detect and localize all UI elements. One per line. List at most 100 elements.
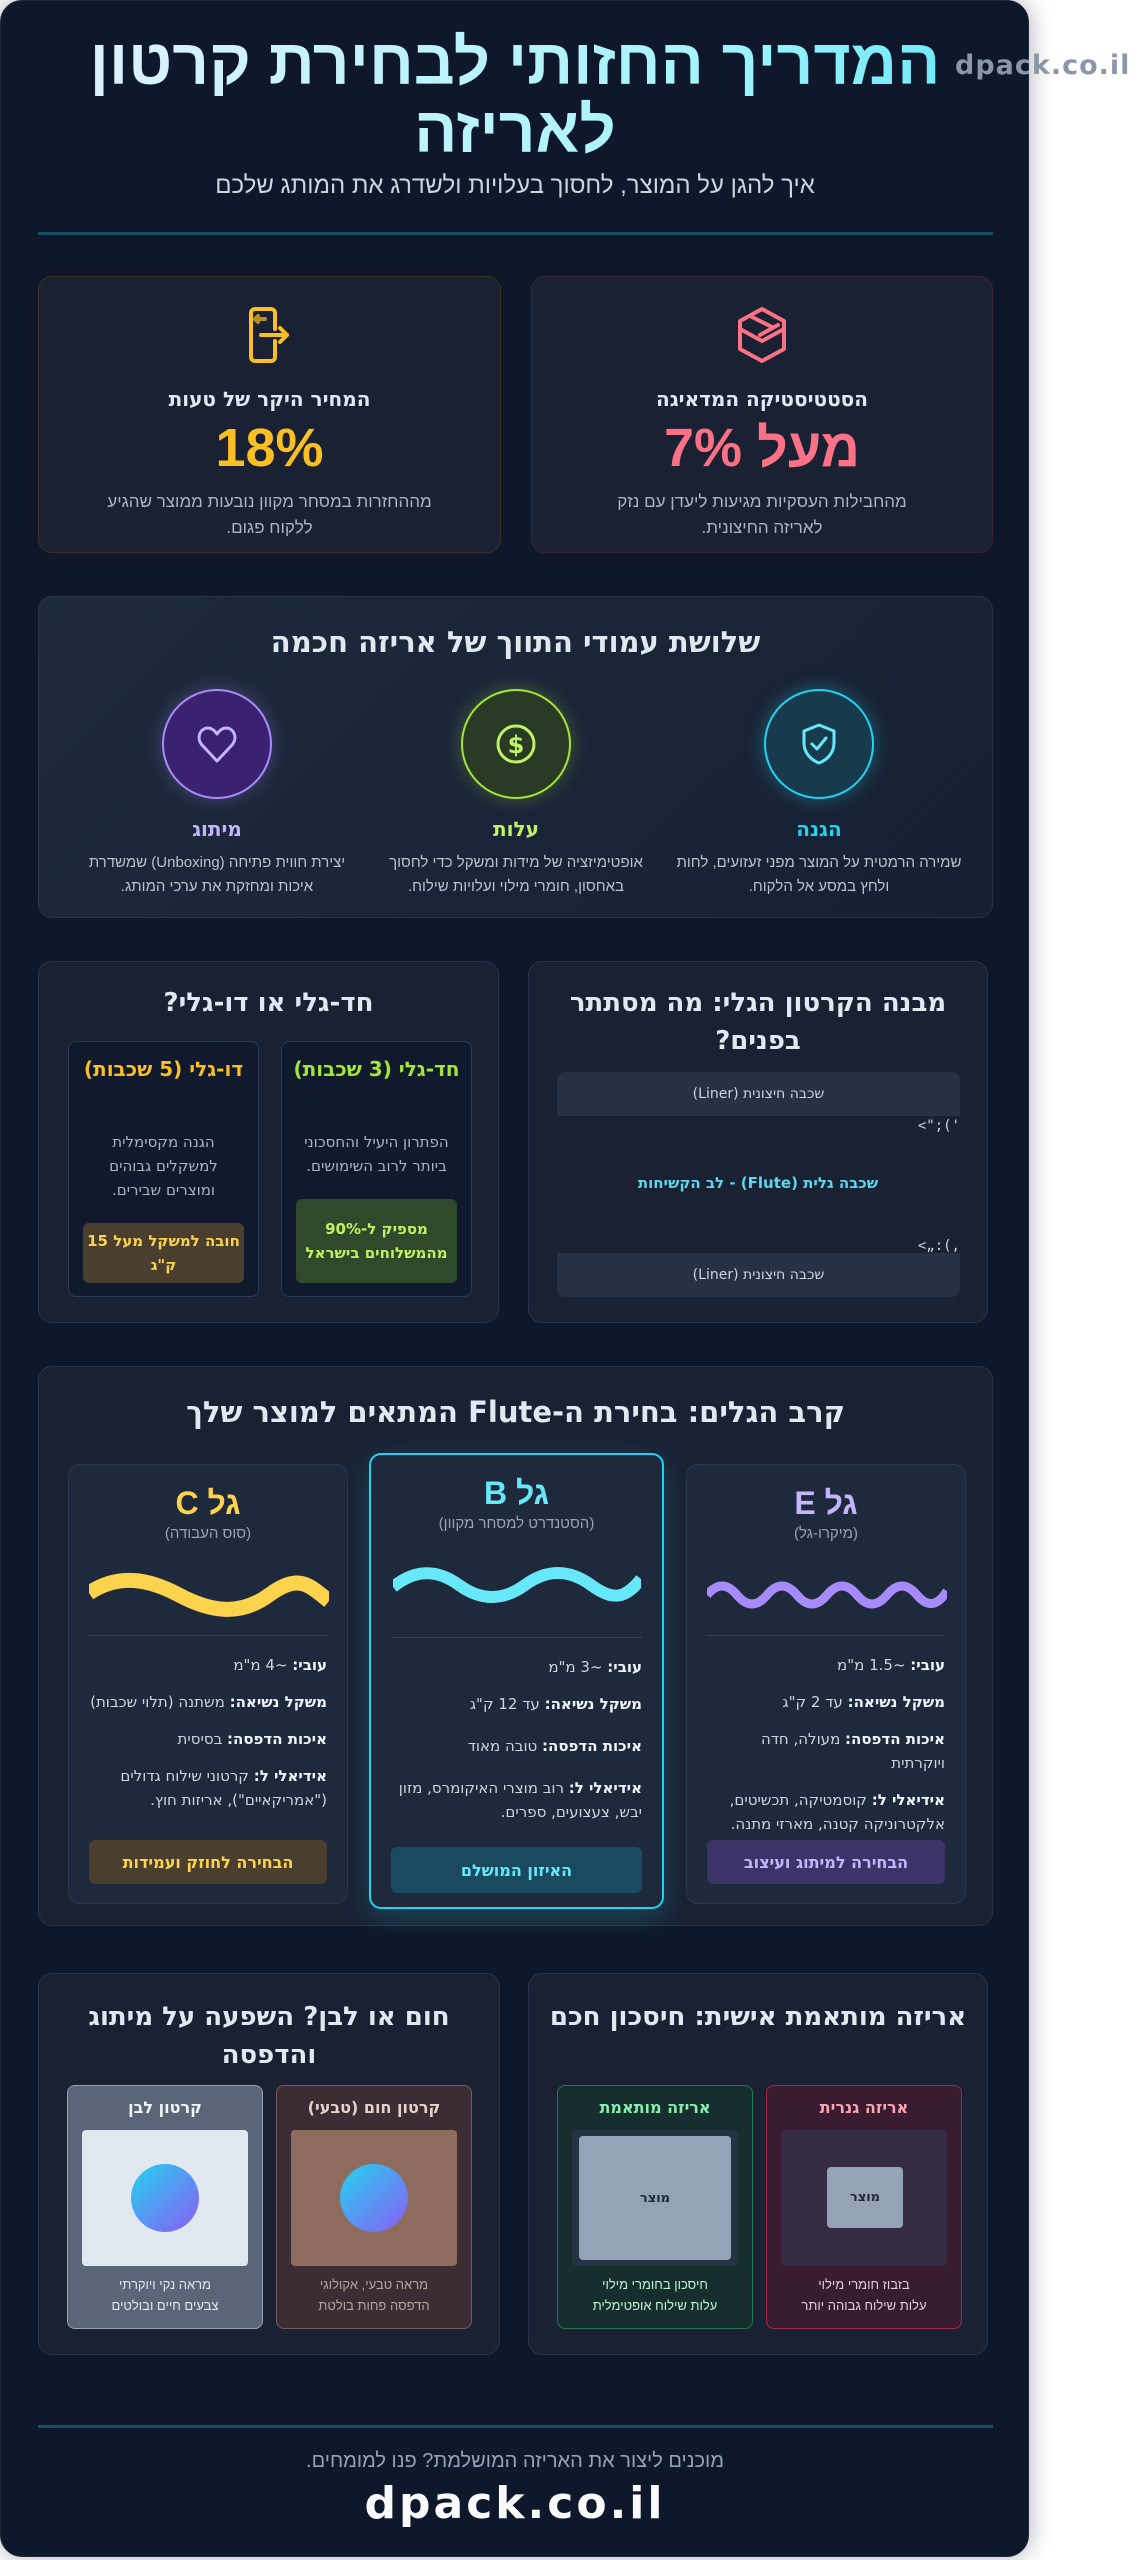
spec-label: משקל נשיאה: xyxy=(544,1695,642,1713)
shield-check-icon xyxy=(802,723,836,765)
color-title: חום או לבן? השפעה על מיתוג והדפסה xyxy=(88,2002,450,2070)
spec-label: עובי: xyxy=(292,1656,327,1674)
structure-title: מבנה הקרטון הגלי: מה מסתתר בפנים? xyxy=(569,988,947,1056)
stat-heading: המחיר היקר של טעות xyxy=(168,387,371,411)
spec-label: משקל נשיאה: xyxy=(229,1693,327,1711)
flute-specs: עובי: ~3 מ"מ משקל נשיאה: עד 12 ק"ג איכות… xyxy=(391,1655,642,1837)
flute-subtitle: (הסטנדרט למסחר מקוון) xyxy=(438,1515,595,1532)
kraft-caption: מראה טבעי, אקולוגי הדפסה פחות בולטת xyxy=(281,2274,467,2316)
flute-layer: שכבה גלית (Flute) - לב הקשיחות xyxy=(637,1174,879,1192)
custom-title: אריזה מותאמת אישית: חיסכון חכם xyxy=(549,2002,967,2032)
flute-card-e: גל E (מיקרו-גל) עובי: ~1.5 מ"מ משקל נשיא… xyxy=(686,1464,966,1904)
spec-label: אידיאלי ל: xyxy=(568,1779,642,1797)
pillar-icon-circle xyxy=(764,689,874,799)
fitted-box: מוצר xyxy=(572,2130,738,2266)
double-wall-heading: דו-גלי (5 שכבות) xyxy=(83,1057,244,1081)
flute-name: גל B xyxy=(484,1475,549,1511)
spec-label: עובי: xyxy=(910,1656,945,1674)
flute-b-button[interactable]: האיזון המושלם xyxy=(391,1847,642,1893)
stat-value: מעל 7% xyxy=(664,418,860,478)
watermark: dpack.co.il xyxy=(955,50,1131,81)
pillar-label: עלות xyxy=(493,817,539,841)
generic-packaging-card: אריזה גנרית מוצר בזבוז חומרי מילוי עלות ש… xyxy=(766,2085,962,2329)
single-wall-badge: מספיק ל-90% מהמשלוחים בישראל xyxy=(296,1199,457,1283)
single-wall-heading: חד-גלי (3 שכבות) xyxy=(293,1057,460,1081)
pillar-desc: שמירה הרמטית על המוצר מפני זעזועים, לחות… xyxy=(676,854,962,895)
caption-line: עלות שילוח אופטימלית xyxy=(592,2298,718,2313)
stat-heading: הסטטיסטיקה המדאיגה xyxy=(656,387,868,411)
caption-line: בזבוז חומרי מילוי xyxy=(818,2277,910,2292)
footer-cta: מוכנים ליצור את האריזה המושלמת? פנו למומ… xyxy=(306,2450,724,2472)
flute-specs: עובי: ~1.5 מ"מ משקל נשיאה: עד 2 ק"ג איכו… xyxy=(707,1653,945,1849)
fitted-packaging-card: אריזה מותאמת מוצר חיסכון בחומרי מילוי עלו… xyxy=(557,2085,753,2329)
flute-card-b: גל B (הסטנדרט למסחר מקוון) עובי: ~3 מ"מ … xyxy=(369,1453,664,1909)
flute-subtitle: (סוס העבודה) xyxy=(164,1525,252,1542)
bottom-liner-layer: שכבה חיצונית (Liner) xyxy=(557,1253,960,1297)
caption-line: מראה נקי ויוקרתי xyxy=(118,2277,212,2292)
white-card: קרטון לבן מראה נקי ויוקרתי צבעים חיים ובו… xyxy=(67,2085,263,2329)
pillar-icon-circle xyxy=(162,689,272,799)
flute-e-button[interactable]: הבחירה למיתוג ועיצוב xyxy=(707,1840,945,1884)
flutes-section: קרב הגלים: בחירת ה-Flute המתאים למוצר של… xyxy=(38,1366,993,1926)
svg-text:$: $ xyxy=(508,731,525,759)
stat-desc: מההחזרות במסחר מקוון נובעות ממוצר שהגיע … xyxy=(107,492,432,537)
b-flute-wave-icon xyxy=(393,1567,641,1603)
pillar-icon-circle: $ xyxy=(461,689,571,799)
pillars-section: שלושת עמודי התווך של אריזה חכמה הגנה שמי… xyxy=(38,596,993,918)
single-wall-card: חד-גלי (3 שכבות) הפתרון היעיל והחסכוני ב… xyxy=(281,1041,472,1297)
caption-line: הדפסה פחות בולטת xyxy=(318,2298,430,2313)
page-title: המדריך החזותי לבחירת קרטון לאריזה xyxy=(40,28,990,164)
heart-icon xyxy=(197,726,237,763)
white-caption: מראה נקי ויוקרתי צבעים חיים ובולטים xyxy=(72,2274,258,2316)
caption-line: מראה טבעי, אקולוגי xyxy=(319,2277,429,2292)
flute-c-button[interactable]: הבחירה לחוזק ועמידות xyxy=(89,1840,327,1884)
stat-card-damage: הסטטיסטיקה המדאיגה מעל 7% מהחבילות העסקי… xyxy=(531,276,993,553)
spec-print: בסיסית xyxy=(177,1730,223,1748)
spec-load: עד 12 ק"ג xyxy=(469,1695,540,1713)
structure-section: מבנה הקרטון הגלי: מה מסתתר בפנים? שכבה ח… xyxy=(528,961,988,1323)
flute-name: גל C xyxy=(175,1485,241,1521)
caption-line: עלות שילוח גבוהה יותר xyxy=(801,2298,927,2313)
pillar-desc: אופטימיזציה של מידות ומשקל כדי לחסוך באח… xyxy=(389,854,643,895)
stat-desc: מהחבילות העסקיות מגיעות ליעדן עם נזק לאר… xyxy=(617,492,907,537)
flute-divider xyxy=(391,1637,642,1638)
print-sample-dot xyxy=(131,2164,199,2232)
product-box: מוצר xyxy=(827,2167,903,2228)
generic-caption: בזבוז חומרי מילוי עלות שילוח גבוהה יותר xyxy=(771,2274,957,2316)
color-section: חום או לבן? השפעה על מיתוג והדפסה קרטון … xyxy=(38,1973,500,2355)
dollar-coin-icon: $ xyxy=(496,724,536,764)
flute-specs: עובי: ~4 מ"מ משקל נשיאה: משתנה (תלוי שכב… xyxy=(89,1653,327,1825)
spec-label: אידיאלי ל: xyxy=(253,1767,327,1785)
flute-divider xyxy=(89,1635,327,1636)
spec-ideal: רוב מוצרי האיקומרס, מזון יבש, צעצועים, ס… xyxy=(398,1779,642,1821)
white-sample xyxy=(82,2130,248,2266)
flute-divider xyxy=(707,1635,945,1636)
spec-label: עובי: xyxy=(607,1658,642,1676)
generic-box: מוצר xyxy=(781,2130,947,2266)
pillar-label: מיתוג xyxy=(192,817,242,841)
footer-divider xyxy=(38,2425,993,2428)
spec-label: איכות הדפסה: xyxy=(845,1730,945,1748)
spec-load: עד 2 ק"ג xyxy=(782,1693,843,1711)
spec-label: איכות הדפסה: xyxy=(542,1737,642,1755)
footer-brand-link[interactable]: dpack.co.il xyxy=(364,2478,666,2529)
white-heading: קרטון לבן xyxy=(128,2098,202,2117)
page-subtitle: איך להגן על המוצר, לחסוך בעלויות ולשדרג … xyxy=(215,172,815,199)
fitted-heading: אריזה מותאמת xyxy=(599,2098,711,2117)
e-flute-wave-icon xyxy=(707,1581,947,1609)
flute-name: גל E xyxy=(794,1485,858,1521)
stat-value: 18% xyxy=(215,418,324,478)
caption-line: צבעים חיים ובולטים xyxy=(111,2298,219,2313)
kraft-sample xyxy=(291,2130,457,2266)
kraft-card: קרטון חום (טבעי) מראה טבעי, אקולוגי הדפסה… xyxy=(276,2085,472,2329)
flute-subtitle: (מיקרו-גל) xyxy=(794,1525,858,1542)
layer-glyph: <";(' xyxy=(917,1118,960,1134)
flute-card-c: גל C (סוס העבודה) עובי: ~4 מ"מ משקל נשיא… xyxy=(68,1464,348,1904)
spec-ideal: קרטוני שילוח גדולים ("אמריקאיים"), אריזו… xyxy=(120,1767,327,1809)
spec-thickness: ~4 מ"מ xyxy=(233,1656,288,1674)
double-wall-card: דו-גלי (5 שכבות) הגנה מקסימלית למשקלים ג… xyxy=(68,1041,259,1297)
wall-title: חד-גלי או דו-גלי? xyxy=(163,988,374,1018)
spec-label: איכות הדפסה: xyxy=(227,1730,327,1748)
spec-thickness: ~3 מ"מ xyxy=(548,1658,603,1676)
spec-label: משקל נשיאה: xyxy=(847,1693,945,1711)
